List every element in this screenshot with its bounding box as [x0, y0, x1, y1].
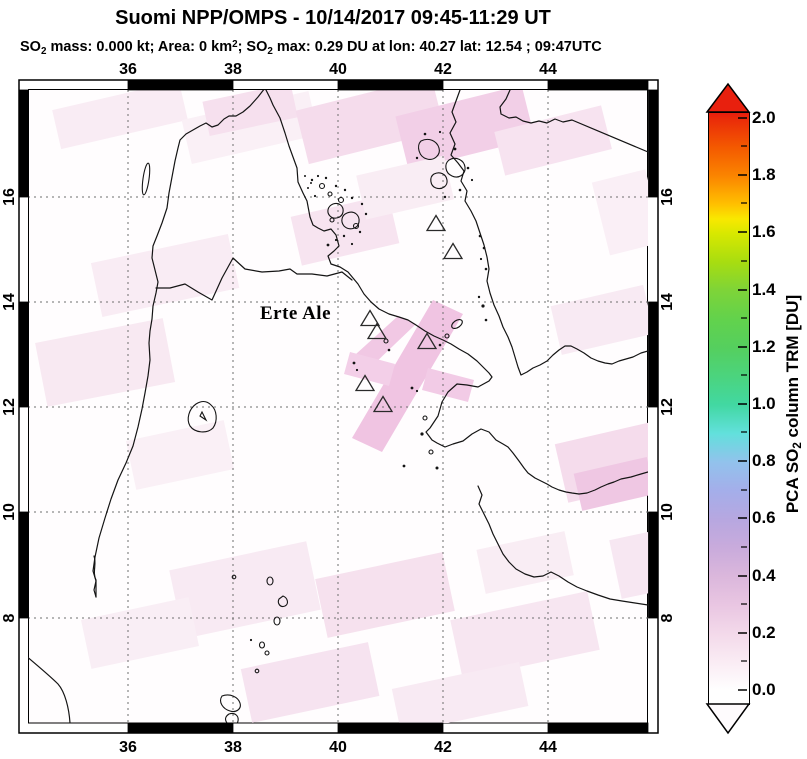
lon-tick-bottom-36: 36 [119, 739, 137, 756]
islands [249, 130, 488, 642]
colorbar-label-1.4: 1.4 [752, 280, 776, 299]
subtitle-so2b: ; SO [237, 39, 268, 55]
volcano-name-label: Erte Ale [260, 303, 332, 324]
lon-tick-top-36: 36 [119, 61, 137, 78]
lon-tick-top-42: 42 [434, 61, 452, 78]
lon-tick-bottom-40: 40 [329, 739, 347, 756]
plot-subtitle: SO2 mass: 0.000 kt; Area: 0 km2; SO2 max… [20, 38, 602, 57]
lat-tick-left-12: 12 [1, 398, 18, 416]
colorbar-label-1.2: 1.2 [752, 337, 776, 356]
lat-tick-right-16: 16 [659, 188, 676, 206]
colorbar-label-1.0: 1.0 [752, 394, 776, 413]
coastlines [28, 90, 648, 723]
plot-title: Suomi NPP/OMPS - 10/14/2017 09:45-11:29 … [115, 7, 551, 29]
colorbar-end-arrows [705, 82, 751, 735]
lat-tick-left-14: 14 [1, 293, 18, 311]
graticule-gridlines [28, 90, 648, 723]
colorbar-label-1.8: 1.8 [752, 165, 776, 184]
colorbar-ticks [738, 117, 747, 691]
lon-tick-top-40: 40 [329, 61, 347, 78]
volcano-marker [366, 322, 388, 340]
colorbar-label-0.4: 0.4 [752, 566, 776, 585]
volcano-marker [416, 332, 438, 350]
subtitle-so2: SO [20, 39, 41, 55]
volcano-marker [372, 395, 394, 413]
colorbar-title: PCA SO2 column TRM [DU] [773, 124, 807, 684]
colorbar-title-pre: PCA SO [783, 448, 802, 514]
subtitle-max: max: 0.29 DU at lon: 40.27 lat: 12.54 ; … [272, 39, 602, 55]
volcano-marker [354, 374, 376, 392]
lakes [141, 162, 288, 723]
colorbar-label-0.2: 0.2 [752, 623, 776, 642]
subtitle-mass: mass: 0.000 kt; Area: 0 km [46, 39, 233, 55]
lat-tick-right-10: 10 [659, 503, 676, 521]
lon-tick-top-44: 44 [539, 61, 557, 78]
volcano-marker [425, 214, 447, 232]
colorbar-label-2.0: 2.0 [752, 108, 776, 127]
lat-tick-left-10: 10 [1, 503, 18, 521]
volcano-marker [442, 242, 464, 260]
volcano-marker [359, 309, 381, 327]
lon-tick-bottom-38: 38 [224, 739, 242, 756]
lat-tick-left-16: 16 [1, 188, 18, 206]
map-frame-segments [18, 79, 659, 734]
lon-tick-top-38: 38 [224, 61, 242, 78]
colorbar-label-0.8: 0.8 [752, 451, 776, 470]
lat-tick-right-8: 8 [659, 613, 676, 623]
lat-tick-right-14: 14 [659, 293, 676, 311]
colorbar-title-sub: 2 [792, 442, 805, 449]
subtitle-sup: 2 [232, 38, 238, 50]
volcano-markers [354, 214, 464, 413]
lat-tick-right-12: 12 [659, 398, 676, 416]
subtitle-sub2: 2 [267, 45, 273, 57]
colorbar-title-post: column TRM [DU] [783, 294, 802, 443]
lon-tick-bottom-42: 42 [434, 739, 452, 756]
lon-tick-bottom-44: 44 [539, 739, 557, 756]
colorbar-label-1.6: 1.6 [752, 222, 776, 241]
colorbar-gradient [708, 112, 750, 705]
colorbar-label-0.6: 0.6 [752, 508, 776, 527]
lat-tick-left-8: 8 [1, 613, 18, 623]
colorbar-label-0.0: 0.0 [752, 680, 776, 699]
subtitle-sub: 2 [40, 45, 47, 57]
